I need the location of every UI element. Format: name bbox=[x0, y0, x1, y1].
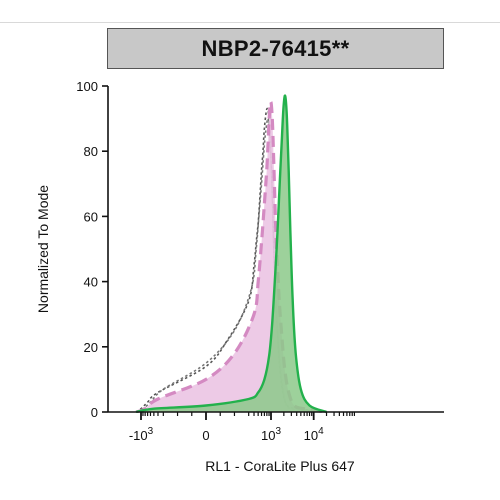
top-divider bbox=[0, 22, 500, 23]
x-tick-label--1000: -103 bbox=[129, 426, 154, 443]
chart-title-box: NBP2-76415** bbox=[107, 28, 444, 69]
y-tick-label-80: 80 bbox=[84, 144, 98, 159]
chart-title: NBP2-76415** bbox=[201, 35, 350, 61]
y-tick-label-60: 60 bbox=[84, 209, 98, 224]
y-tick-label-100: 100 bbox=[76, 79, 98, 94]
plot-area bbox=[135, 94, 327, 413]
axes-layer: 0 20 40 60 80 100 -103 0 103 104 bbox=[76, 79, 444, 443]
x-tick-label-10000: 104 bbox=[304, 426, 324, 443]
x-tick-label-0: 0 bbox=[202, 428, 209, 443]
series-4-green-filled-line bbox=[135, 94, 327, 413]
series-4-green-filled-fill bbox=[136, 95, 327, 413]
y-tick-label-40: 40 bbox=[84, 275, 98, 290]
series-layer bbox=[135, 94, 327, 413]
x-axis-label: RL1 - CoraLite Plus 647 bbox=[205, 458, 355, 474]
y-tick-label-0: 0 bbox=[91, 405, 98, 420]
y-tick-label-20: 20 bbox=[84, 340, 98, 355]
x-tick-label-1000: 103 bbox=[261, 426, 281, 443]
